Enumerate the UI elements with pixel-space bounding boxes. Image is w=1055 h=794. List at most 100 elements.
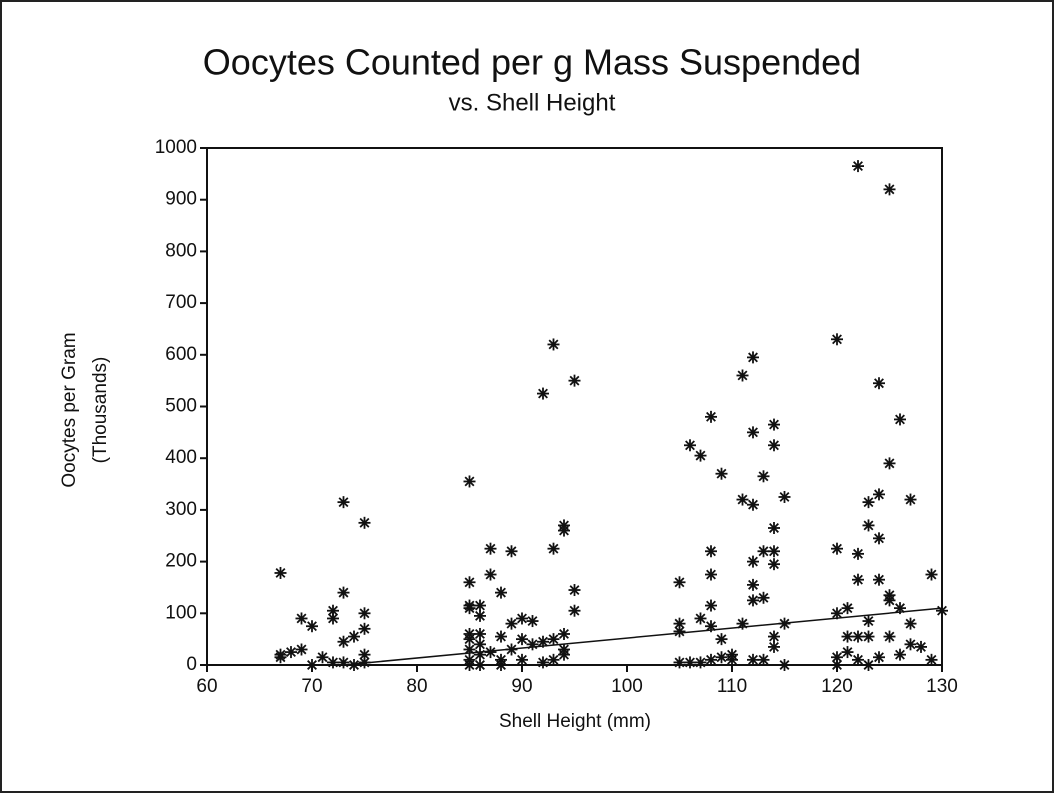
point-stroke xyxy=(307,660,317,670)
y-tick-label: 800 xyxy=(165,240,197,261)
point xyxy=(747,498,759,511)
point-stroke xyxy=(905,639,916,650)
point-stroke xyxy=(517,654,527,665)
point-stroke xyxy=(527,639,538,650)
point xyxy=(274,651,287,664)
point xyxy=(684,656,696,669)
point-stroke xyxy=(548,654,559,665)
point xyxy=(768,558,780,571)
point xyxy=(316,651,329,664)
point xyxy=(883,183,896,196)
point-stroke xyxy=(674,626,685,637)
point-stroke xyxy=(485,543,496,554)
point xyxy=(747,426,759,439)
point-stroke xyxy=(706,546,716,557)
point xyxy=(768,439,780,452)
point xyxy=(705,545,717,558)
point xyxy=(337,586,350,599)
point xyxy=(547,542,560,555)
point-stroke xyxy=(916,641,926,652)
point-stroke xyxy=(496,631,506,642)
point-stroke xyxy=(748,499,758,510)
point-stroke xyxy=(286,647,296,658)
chart-title: Oocytes Counted per g Mass Suspended xyxy=(203,42,861,83)
point-stroke xyxy=(758,471,769,482)
point xyxy=(705,568,717,581)
point-stroke xyxy=(895,414,905,425)
point xyxy=(936,604,948,617)
point-stroke xyxy=(496,587,506,598)
point xyxy=(715,633,728,646)
point-stroke xyxy=(275,568,286,578)
point-stroke xyxy=(328,613,338,624)
point-stroke xyxy=(706,411,716,422)
point xyxy=(747,578,759,591)
point xyxy=(778,659,791,671)
point-stroke xyxy=(475,600,485,611)
point-stroke xyxy=(464,577,475,588)
point xyxy=(558,524,570,537)
point xyxy=(852,547,864,560)
point xyxy=(348,659,360,671)
point xyxy=(873,377,885,390)
point xyxy=(516,612,528,625)
point-stroke xyxy=(359,657,370,668)
point-stroke xyxy=(748,556,758,567)
point-stroke xyxy=(506,618,517,629)
point xyxy=(684,439,696,452)
point-stroke xyxy=(842,647,853,658)
point xyxy=(694,656,707,669)
point-stroke xyxy=(863,631,874,642)
point-stroke xyxy=(758,592,769,603)
point-stroke xyxy=(926,654,937,665)
point xyxy=(505,617,518,630)
point-stroke xyxy=(349,631,359,642)
point-stroke xyxy=(569,605,580,616)
point-stroke xyxy=(737,370,748,381)
point-stroke xyxy=(307,621,317,632)
point-stroke xyxy=(832,652,842,663)
point xyxy=(285,646,297,659)
point xyxy=(463,602,476,615)
y-tick-label: 700 xyxy=(165,292,197,313)
point xyxy=(757,591,770,604)
point xyxy=(705,410,717,423)
y-tick-label: 500 xyxy=(165,396,197,417)
point xyxy=(778,617,791,630)
y-tick-label: 400 xyxy=(165,447,197,468)
point xyxy=(547,633,560,646)
point-stroke xyxy=(863,497,874,508)
point xyxy=(831,333,843,346)
y-tick-label: 200 xyxy=(165,551,197,572)
point-stroke xyxy=(727,654,737,665)
point-stroke xyxy=(275,652,286,663)
point xyxy=(526,615,539,628)
point xyxy=(358,607,371,620)
point xyxy=(568,604,581,617)
point xyxy=(474,609,486,622)
point-stroke xyxy=(506,546,517,557)
point-stroke xyxy=(758,654,769,665)
point xyxy=(537,387,549,400)
point xyxy=(862,496,875,509)
point-stroke xyxy=(527,616,538,627)
x-tick-label: 80 xyxy=(406,676,427,697)
point-stroke xyxy=(506,644,517,655)
point-stroke xyxy=(832,543,842,554)
point-stroke xyxy=(842,631,853,642)
point xyxy=(558,627,570,640)
point-stroke xyxy=(874,489,884,500)
point xyxy=(736,493,749,506)
point-stroke xyxy=(685,440,695,451)
point-stroke xyxy=(538,636,548,647)
point-stroke xyxy=(464,660,475,670)
point-stroke xyxy=(538,657,548,668)
point xyxy=(463,576,476,589)
point xyxy=(852,630,864,643)
point xyxy=(673,576,686,589)
point xyxy=(883,594,896,607)
point-stroke xyxy=(317,652,328,663)
y-tick-label: 900 xyxy=(165,189,197,210)
point xyxy=(694,449,707,462)
point xyxy=(337,656,350,669)
